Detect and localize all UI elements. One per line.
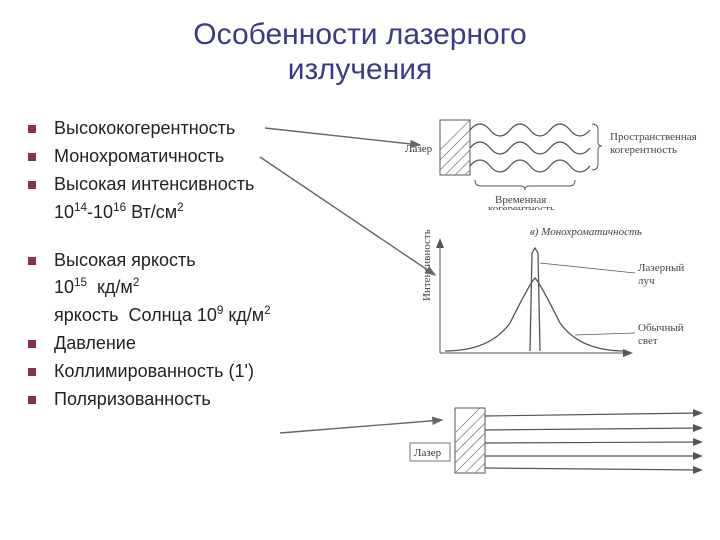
list-item: Высокая яркость (28, 247, 271, 275)
fig2-title: в) Монохроматичность (530, 226, 642, 238)
list-text: Высокая интенсивность (54, 171, 254, 199)
brightness-value: 1015 кд/м2 (54, 274, 139, 302)
fig2-laser-1: Лазерный (638, 262, 684, 274)
slide-title: Особенности лазерного излучения (0, 0, 720, 87)
list-text: Высокая яркость (54, 247, 196, 275)
list-item: Поляризованность (28, 386, 271, 414)
bullet-icon (28, 181, 36, 189)
sun-line: яркость Солнца 109 кд/м2 (28, 302, 271, 330)
list-text: Монохроматичность (54, 143, 224, 171)
figure-coherence: Лазер Пространственная когерентность Вре… (400, 100, 710, 210)
title-line-2: излучения (288, 53, 433, 86)
list-text: Высококогерентность (54, 115, 235, 143)
content-column: Высококогерентность Монохроматичность Вы… (28, 115, 271, 414)
bullet-icon (28, 125, 36, 133)
list-text: Давление (54, 330, 136, 358)
fig1-laser-label: Лазер (405, 143, 433, 155)
fig1-temporal-2: когерентность (488, 203, 555, 210)
list-item: Высококогерентность (28, 115, 271, 143)
fig3-laser-label: Лазер (414, 447, 442, 459)
fig2-ylabel: Интенсивность (421, 229, 433, 301)
bullet-icon (28, 396, 36, 404)
fig2-norm-2: свет (638, 335, 658, 347)
intensity-value: 1014-1016 Вт/см2 (54, 199, 184, 227)
sun-value: яркость Солнца 109 кд/м2 (54, 302, 271, 330)
list-item: Давление (28, 330, 271, 358)
intensity-line: 1014-1016 Вт/см2 (28, 199, 271, 227)
brightness-line: 1015 кд/м2 (28, 274, 271, 302)
title-line-1: Особенности лазерного (193, 18, 526, 51)
list-item: Высокая интенсивность (28, 171, 271, 199)
bullet-icon (28, 340, 36, 348)
diagrams-column: Лазер Пространственная когерентность Вре… (400, 100, 710, 503)
fig1-spatial-1: Пространственная (610, 131, 697, 143)
fig1-spatial-2: когерентность (610, 144, 677, 156)
bullet-icon (28, 368, 36, 376)
list-item: Монохроматичность (28, 143, 271, 171)
list-item: Коллимированность (1') (28, 358, 271, 386)
list-text: Поляризованность (54, 386, 211, 414)
list-text: Коллимированность (1') (54, 358, 254, 386)
bullet-icon (28, 153, 36, 161)
bullet-icon (28, 257, 36, 265)
figure-collimation: Лазер (400, 388, 710, 498)
fig2-norm-1: Обычный (638, 322, 684, 334)
figure-monochromaticity: в) Монохроматичность Интенсивность Лазер… (400, 223, 710, 373)
fig2-laser-2: луч (638, 275, 655, 287)
